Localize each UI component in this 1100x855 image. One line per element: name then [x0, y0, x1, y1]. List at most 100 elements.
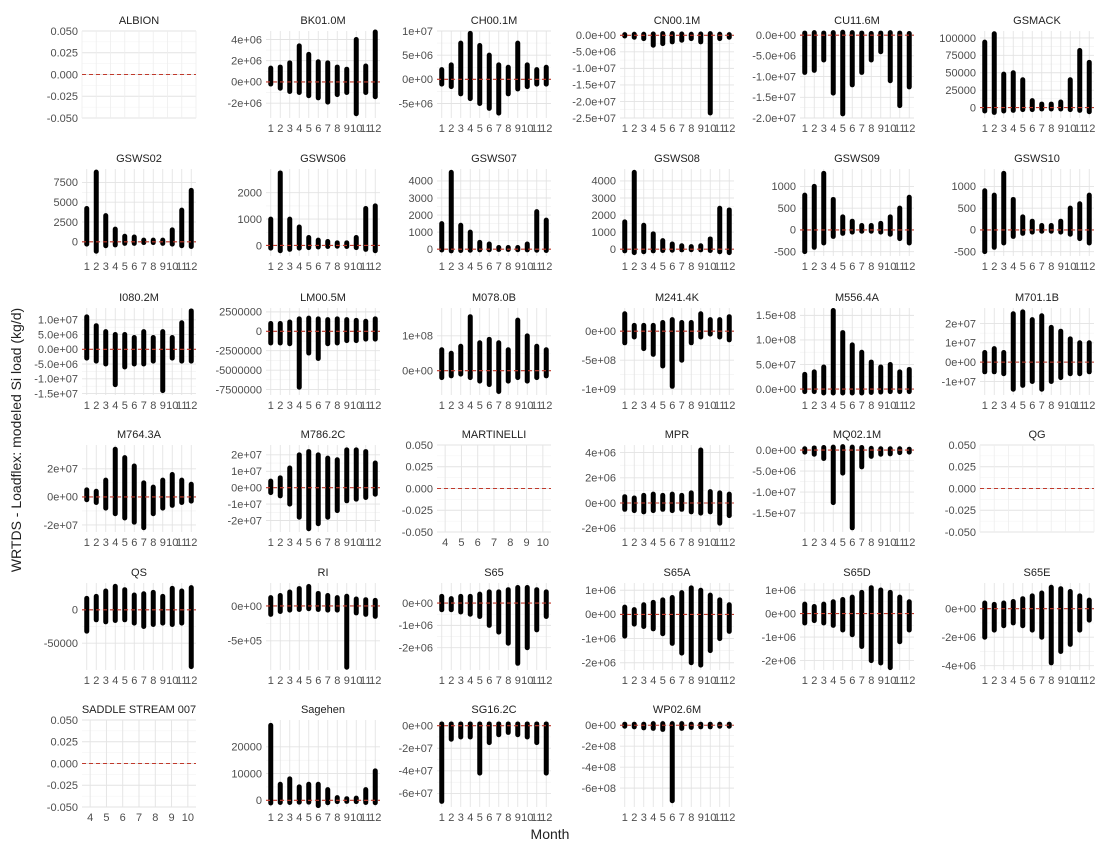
- y-tick-label: 4e+06: [585, 447, 616, 459]
- y-tick-label: 0.000: [948, 483, 976, 495]
- x-tick-label: 7: [496, 400, 502, 412]
- x-tick-label: 3: [287, 400, 293, 412]
- y-tick-label: 1e+07: [231, 466, 262, 478]
- x-tick-label: 4: [650, 812, 656, 824]
- y-tick-label: 100000: [939, 33, 976, 45]
- x-tick-label: 2: [277, 812, 283, 824]
- facet-title: GSWS08: [654, 153, 700, 165]
- x-tick-label: 7: [679, 261, 685, 273]
- y-tick-label: -1.5e+07: [34, 388, 78, 400]
- x-tick-label: 1: [622, 261, 628, 273]
- x-tick-label: 11: [531, 812, 542, 824]
- x-tick-label: 2: [277, 400, 283, 412]
- x-tick-label: 10: [350, 123, 362, 135]
- y-tick-label: 2e+06: [231, 56, 262, 68]
- x-tick-label: 11: [894, 400, 905, 412]
- y-tick-label: 2e+07: [47, 464, 78, 476]
- x-tick-label: 12: [903, 123, 915, 135]
- x-tick-label: 2: [811, 123, 817, 135]
- facet-title: S65: [484, 567, 504, 579]
- y-tick-label: 4e+06: [231, 34, 262, 46]
- x-tick-label: 3: [287, 123, 293, 135]
- y-tick-label: 0.0e+00: [576, 30, 616, 42]
- x-tick-label: 9: [344, 675, 350, 687]
- x-tick-label: 3: [641, 261, 647, 273]
- x-tick-label: 10: [884, 675, 896, 687]
- x-tick-label: 10: [704, 812, 716, 824]
- x-tick-label: 6: [486, 675, 492, 687]
- y-tick-label: -0.050: [945, 527, 976, 539]
- x-tick-label: 3: [641, 812, 647, 824]
- y-tick-label: -0.050: [47, 802, 78, 814]
- x-tick-label: 3: [1001, 400, 1007, 412]
- x-tick-label: 6: [1029, 261, 1035, 273]
- x-tick-label: 11: [714, 400, 725, 412]
- x-tick-label: 9: [1058, 675, 1064, 687]
- facet-title: GSMACK: [1013, 15, 1061, 27]
- y-tick-label: 0.050: [50, 715, 78, 727]
- facet-i080-2m: I080.2M 1.0e+07 5.0e+06 0.0e+00 -5.0e+06 -1.0…: [34, 292, 197, 412]
- x-tick-label: 5: [1020, 261, 1026, 273]
- x-tick-label: 4: [830, 261, 836, 273]
- y-tick-label: 0e+00: [585, 326, 616, 338]
- y-tick-label: 0.050: [405, 440, 433, 452]
- y-tick-label: 0: [970, 225, 976, 237]
- x-tick-label: 12: [1083, 675, 1095, 687]
- x-tick-label: 9: [878, 261, 884, 273]
- x-tick-label: 1: [802, 537, 808, 549]
- facet-title: GSWS02: [116, 153, 162, 165]
- x-tick-label: 11: [714, 812, 725, 824]
- y-tick-label: 1e+08: [402, 331, 433, 343]
- x-tick-label: 9: [698, 123, 704, 135]
- y-tick-label: 0.050: [948, 440, 976, 452]
- y-tick-label: -2e+08: [581, 741, 616, 753]
- x-tick-label: 5: [477, 812, 483, 824]
- y-tick-label: 75000: [945, 50, 976, 62]
- y-tick-label: 1e+06: [585, 585, 616, 597]
- x-tick-label: 11: [176, 675, 187, 687]
- y-tick-label: -6e+07: [398, 788, 433, 800]
- y-tick-label: 5.0e+06: [38, 329, 78, 341]
- x-tick-label: 9: [878, 675, 884, 687]
- facet-title: RI: [318, 567, 329, 579]
- x-tick-label: 4: [442, 537, 448, 549]
- x-tick-label: 7: [141, 675, 147, 687]
- x-tick-label: 8: [507, 537, 513, 549]
- x-tick-label: 9: [698, 537, 704, 549]
- x-tick-label: 7: [325, 400, 331, 412]
- x-tick-label: 10: [1064, 400, 1076, 412]
- x-tick-label: 5: [840, 537, 846, 549]
- x-tick-label: 8: [505, 812, 511, 824]
- x-tick-label: 6: [315, 812, 321, 824]
- x-tick-label: 4: [650, 675, 656, 687]
- x-tick-label: 12: [185, 537, 197, 549]
- x-tick-label: 12: [185, 675, 197, 687]
- x-tick-label: 5: [306, 123, 312, 135]
- x-tick-label: 2: [991, 123, 997, 135]
- x-tick-label: 2: [811, 261, 817, 273]
- x-tick-label: 2: [811, 675, 817, 687]
- y-tick-label: -2e+07: [227, 515, 262, 527]
- x-tick-label: 7: [491, 537, 497, 549]
- x-tick-label: 7: [679, 812, 685, 824]
- facet-cn00-1m: CN00.1M 0.0e+00 -5.0e+06 -1.0e+07 -1.5e+07 -2…: [572, 15, 735, 135]
- x-tick-label: 10: [166, 261, 178, 273]
- x-tick-label: 8: [688, 537, 694, 549]
- x-tick-label: 7: [496, 123, 502, 135]
- x-tick-label: 1: [622, 812, 628, 824]
- y-tick-label: 1000: [592, 227, 616, 239]
- x-tick-label: 8: [505, 675, 511, 687]
- x-tick-label: 7: [325, 812, 331, 824]
- x-tick-label: 7: [679, 400, 685, 412]
- x-tick-label: 4: [296, 261, 302, 273]
- x-tick-label: 4: [1010, 400, 1016, 412]
- y-tick-label: 0.025: [405, 462, 433, 474]
- y-tick-label: 0e+00: [585, 720, 616, 732]
- x-tick-label: 5: [840, 400, 846, 412]
- x-tick-label: 1: [622, 400, 628, 412]
- x-tick-label: 8: [868, 123, 874, 135]
